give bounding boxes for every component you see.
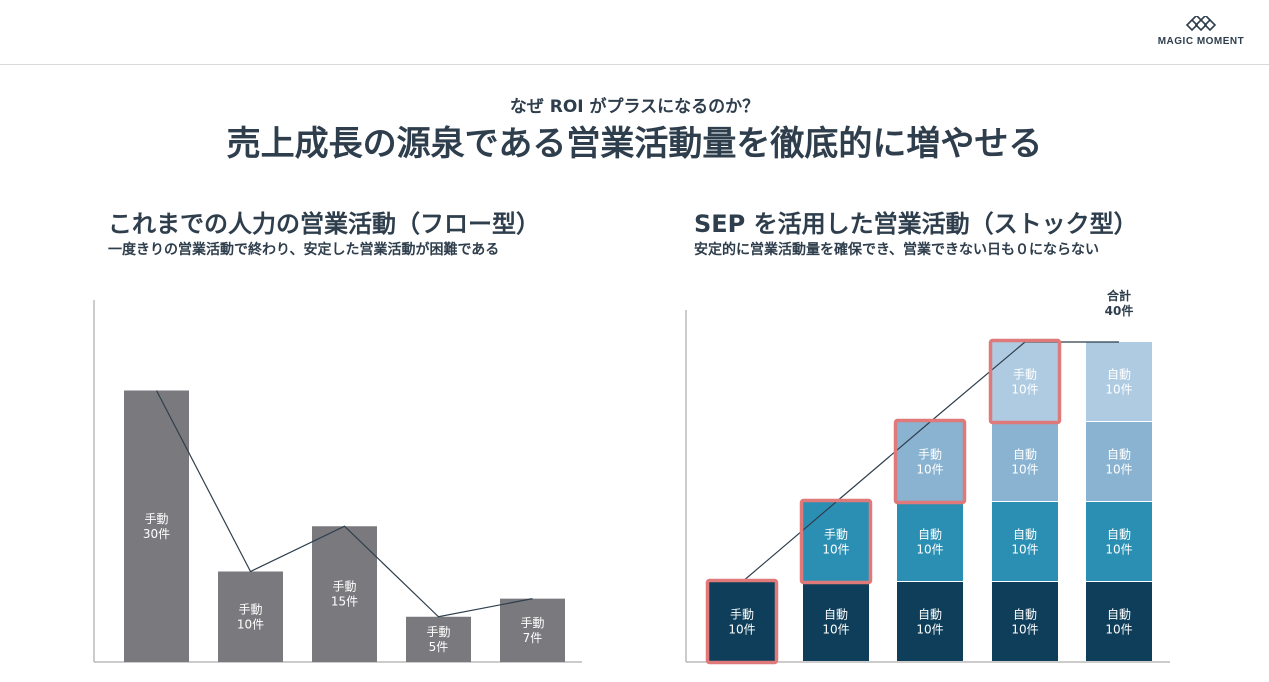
- left-chart-subtitle: 一度きりの営業活動で終わり、安定した営業活動が困難である: [108, 242, 500, 258]
- page-supertitle: なぜ ROI がプラスになるのか？: [509, 97, 760, 117]
- flow-bar-label: 手動 7件: [520, 616, 544, 645]
- stock-segment-label: 手動 10件: [822, 528, 849, 557]
- flow-bar-label: 手動 10件: [237, 602, 264, 631]
- stock-segment-label: 自動 10件: [916, 528, 943, 557]
- stock-segment-label: 自動 10件: [1105, 368, 1132, 397]
- flow-bar: [218, 571, 283, 662]
- stock-bar-segment: [897, 502, 963, 581]
- stock-bar-segment: [992, 582, 1058, 661]
- diamond-logo-icon: [1185, 16, 1217, 32]
- stock-segment-label: 自動 10件: [1011, 528, 1038, 557]
- stock-segment-label: 手動 10件: [728, 608, 755, 637]
- manual-highlight-frame: [893, 418, 967, 505]
- stock-bar-segment: [992, 422, 1058, 501]
- stock-segment-label: 手動 10件: [916, 448, 943, 477]
- manual-highlight-frame: [988, 338, 1062, 425]
- right-chart-title: SEP を活用した営業活動（ストック型）: [694, 210, 1138, 238]
- flow-bar: [312, 526, 377, 662]
- flow-bar-label: 手動 5件: [426, 625, 450, 654]
- flow-bar-label: 手動 30件: [143, 512, 170, 541]
- right-chart-subtitle: 安定的に営業活動量を確保でき、営業できない日も０にならない: [694, 242, 1100, 258]
- flow-bar: [124, 390, 189, 662]
- stock-segment-label: 自動 10件: [1011, 448, 1038, 477]
- stock-bar-segment: [992, 342, 1058, 421]
- stock-segment-label: 自動 10件: [1011, 608, 1038, 637]
- stock-segment-label: 手動 10件: [1011, 368, 1038, 397]
- total-label: 合計 40件: [1105, 288, 1134, 318]
- stock-segment-label: 自動 10件: [916, 608, 943, 637]
- stock-segment-label: 自動 10件: [1105, 608, 1132, 637]
- stock-segment-label: 自動 10件: [1105, 528, 1132, 557]
- stock-bar-segment: [992, 502, 1058, 581]
- flow-bar: [500, 598, 565, 662]
- flow-bar: [406, 616, 471, 662]
- logo-text: MAGIC MOMENT: [1157, 36, 1245, 47]
- stock-bar-segment: [1086, 342, 1152, 421]
- stock-bar-segment: [709, 582, 775, 661]
- stock-bar-segment: [1086, 582, 1152, 661]
- flow-trend-line: [155, 390, 533, 618]
- manual-highlight-frame: [799, 498, 873, 585]
- header-bar: MAGIC MOMENT: [0, 0, 1269, 65]
- stock-bar-segment: [897, 422, 963, 501]
- stock-bar-segment: [1086, 422, 1152, 501]
- stock-bar-segment: [803, 582, 869, 661]
- stock-bar-segment: [803, 502, 869, 581]
- manual-highlight-frame: [705, 578, 779, 665]
- flow-bar-label: 手動 15件: [331, 580, 358, 609]
- page-title: 売上成長の源泉である営業活動量を徹底的に増やせる: [226, 124, 1043, 164]
- stock-bar-segment: [897, 582, 963, 661]
- magic-moment-logo: MAGIC MOMENT: [1151, 16, 1251, 47]
- stock-segment-label: 自動 10件: [822, 608, 849, 637]
- stock-segment-label: 自動 10件: [1105, 448, 1132, 477]
- left-chart-title: これまでの人力の営業活動（フロー型）: [108, 210, 540, 238]
- stock-bar-segment: [1086, 502, 1152, 581]
